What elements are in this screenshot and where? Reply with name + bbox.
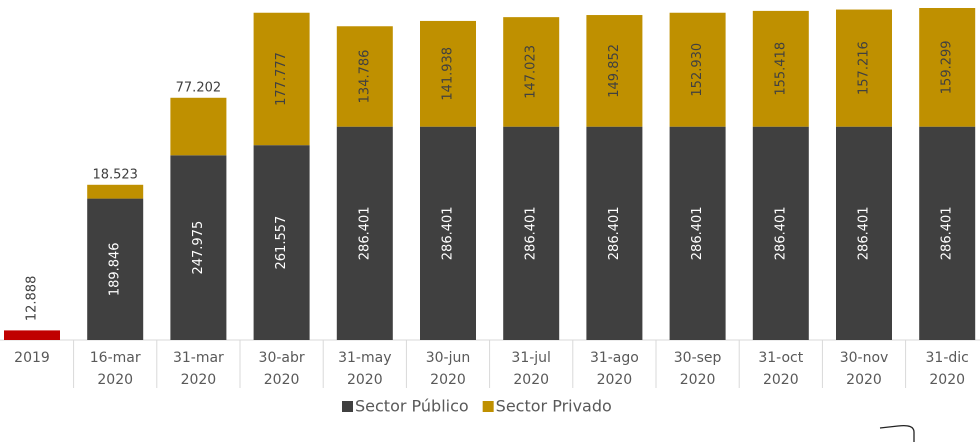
bar-segment: [87, 184, 144, 199]
bar-segment: [586, 126, 643, 340]
legend-label: Sector Público: [355, 397, 469, 416]
data-label: 286.401: [773, 206, 788, 260]
data-label: 247.975: [191, 221, 206, 275]
x-tick-line: 30-jun: [426, 350, 471, 366]
x-tick-line: 2019: [14, 350, 50, 366]
data-label: 286.401: [357, 206, 372, 260]
bar-segment: [336, 126, 393, 340]
legend-label: Sector Privado: [496, 397, 612, 416]
data-label: 18.523: [92, 167, 138, 182]
bar-segment: [503, 17, 560, 127]
bar-segment: [669, 126, 726, 340]
data-label: 147.023: [524, 45, 539, 99]
bar-segment: [836, 9, 892, 127]
x-tick-label: 30-jun 2020: [426, 350, 471, 388]
decoration: [879, 424, 915, 442]
bar-segment: [919, 126, 976, 340]
legend-swatch: [342, 401, 353, 412]
bar-segment: [669, 12, 726, 127]
bar-segment: [4, 330, 60, 340]
data-label: 286.401: [857, 206, 872, 260]
bar-segment: [420, 20, 476, 127]
x-tick-label: 31-jul 2020: [511, 350, 551, 388]
x-tick-line: 2020: [430, 372, 466, 388]
data-label: 286.401: [441, 206, 456, 260]
x-tick-label: 30-sep 2020: [674, 350, 722, 388]
data-label: 261.557: [274, 216, 289, 270]
x-tick-line: 31-ago: [590, 350, 639, 366]
x-tick-label: 31-ago 2020: [590, 350, 639, 388]
bar-segment: [919, 8, 976, 127]
x-tick-line: 2020: [347, 372, 383, 388]
bar-segment: [170, 97, 227, 156]
x-tick-label: 31-dic 2020: [926, 350, 969, 388]
data-label: 286.401: [940, 206, 955, 260]
data-label: 286.401: [607, 206, 622, 260]
x-tick-line: 31-dic: [926, 350, 969, 366]
x-tick-label: 31-mar 2020: [173, 350, 224, 388]
x-tick-line: 31-may: [338, 350, 391, 366]
x-tick-line: 30-nov: [840, 350, 889, 366]
bar-segment: [336, 26, 393, 127]
bar-segment: [420, 126, 476, 340]
bar-segment: [836, 126, 892, 340]
bar-segment: [253, 145, 310, 340]
x-tick-label: 31-oct 2020: [758, 350, 803, 388]
x-tick-line: 2020: [264, 372, 300, 388]
data-label: 12.888: [25, 276, 40, 322]
bar-segment: [87, 198, 144, 340]
data-label: 141.938: [441, 47, 456, 101]
x-tick-label: 31-may 2020: [338, 350, 391, 388]
bar-segment: [752, 10, 809, 127]
x-tick-line: 2020: [763, 372, 799, 388]
data-label: 159.299: [940, 40, 955, 94]
data-label: 286.401: [524, 206, 539, 260]
data-label: 149.852: [607, 44, 622, 98]
bar-segment: [503, 126, 560, 340]
bar-segment: [170, 155, 227, 340]
x-tick-label: 2019: [14, 350, 50, 366]
x-tick-label: 30-nov 2020: [840, 350, 889, 388]
data-label: 152.930: [690, 43, 705, 97]
data-label: 177.777: [274, 52, 289, 106]
x-tick-line: 2020: [597, 372, 633, 388]
x-tick-line: 2020: [680, 372, 716, 388]
bar-segment: [253, 12, 310, 146]
data-label: 286.401: [690, 206, 705, 260]
x-tick-line: 16-mar: [90, 350, 141, 366]
x-tick-line: 30-sep: [674, 350, 722, 366]
data-label: 157.216: [857, 41, 872, 95]
x-tick-label: 16-mar 2020: [90, 350, 141, 388]
x-tick-line: 2020: [181, 372, 217, 388]
x-tick-line: 2020: [929, 372, 965, 388]
x-tick-line: 2020: [513, 372, 549, 388]
x-tick-label: 30-abr 2020: [259, 350, 305, 388]
data-label: 155.418: [773, 42, 788, 96]
data-label: 134.786: [357, 50, 372, 104]
x-tick-line: 31-jul: [511, 350, 551, 366]
bar-segment: [752, 126, 809, 340]
x-tick-line: 30-abr: [259, 350, 305, 366]
x-tick-line: 2020: [97, 372, 133, 388]
data-label: 77.202: [176, 80, 222, 95]
x-tick-line: 31-mar: [173, 350, 224, 366]
data-label: 189.846: [108, 242, 123, 296]
legend-swatch: [482, 401, 494, 412]
x-tick-line: 2020: [846, 372, 882, 388]
bar-segment: [586, 15, 643, 127]
x-tick-line: 31-oct: [758, 350, 803, 366]
